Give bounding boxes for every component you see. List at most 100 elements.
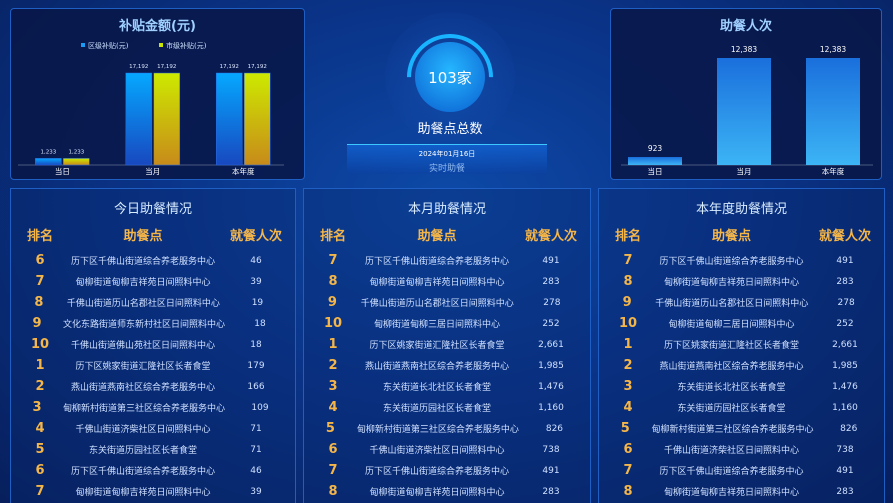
row-count: 283 xyxy=(542,486,560,497)
data-label: 12,383 xyxy=(731,45,757,54)
row-count: 179 xyxy=(247,360,265,371)
row-count: 491 xyxy=(836,465,854,476)
table-row[interactable]: 9 文化东路街道师东新村社区日间照料中心 18 xyxy=(11,313,295,334)
row-count: 39 xyxy=(250,486,262,497)
row-count: 278 xyxy=(543,297,561,308)
bar xyxy=(628,157,682,165)
table-row[interactable]: 7 历下区千佛山街道综合养老服务中心 491 xyxy=(304,460,590,481)
table-row[interactable]: 2 燕山街道燕南社区综合养老服务中心 1,985 xyxy=(304,355,590,376)
row-rank: 10 xyxy=(30,337,50,352)
table-row[interactable]: 5 甸柳新村街道第三社区综合养老服务中心 826 xyxy=(304,418,590,439)
row-site: 历下区姚家街道汇隆社区长者食堂 xyxy=(663,341,799,351)
row-count: 283 xyxy=(542,276,560,287)
bar xyxy=(216,72,243,166)
row-count: 18 xyxy=(250,339,262,350)
row-site: 甸柳街道甸柳吉祥苑日间照料中心 xyxy=(663,278,799,288)
table-row[interactable]: 8 甸柳街道甸柳吉祥苑日间照料中心 283 xyxy=(599,271,884,292)
table-row[interactable]: 4 东关街道历园社区长者食堂 1,160 xyxy=(304,397,590,418)
table-row[interactable]: 6 历下区千佛山街道综合养老服务中心 46 xyxy=(11,250,295,271)
table-row[interactable]: 10 甸柳街道甸柳三居日间照料中心 252 xyxy=(304,313,590,334)
table-row[interactable]: 6 千佛山街道济柴社区日间照料中心 738 xyxy=(599,439,884,460)
row-count: 18 xyxy=(254,318,266,329)
realtime-banner[interactable]: 2024年01月16日 实时助餐 xyxy=(347,144,547,174)
data-label: 12,383 xyxy=(820,45,846,54)
table-row[interactable]: 3 东关街道长北社区长者食堂 1,476 xyxy=(599,376,884,397)
table-row[interactable]: 3 东关街道长北社区长者食堂 1,476 xyxy=(304,376,590,397)
row-rank: 7 xyxy=(35,484,45,499)
row-site: 东关街道历园社区长者食堂 xyxy=(88,446,197,456)
table-row[interactable]: 6 千佛山街道济柴社区日间照料中心 738 xyxy=(304,439,590,460)
row-rank: 3 xyxy=(623,379,633,394)
row-rank: 6 xyxy=(623,442,633,457)
data-label: 1,233 xyxy=(68,149,84,155)
row-rank: 6 xyxy=(328,442,338,457)
table-row[interactable]: 7 历下区千佛山街道综合养老服务中心 491 xyxy=(599,250,884,271)
row-rank: 7 xyxy=(35,274,45,289)
table-row[interactable]: 8 甸柳街道甸柳吉祥苑日间照料中心 283 xyxy=(304,271,590,292)
row-count: 283 xyxy=(836,486,854,497)
legend-swatch xyxy=(159,43,163,47)
table-row[interactable]: 5 东关街道历园社区长者食堂 71 xyxy=(11,439,295,460)
row-count: 46 xyxy=(250,465,262,476)
table-row[interactable]: 8 甸柳街道甸柳吉祥苑日间照料中心 283 xyxy=(304,481,590,502)
row-rank: 8 xyxy=(623,274,633,289)
row-count: 738 xyxy=(542,444,560,455)
header-rank: 排名 xyxy=(614,229,641,244)
category-label: 本年度 xyxy=(822,166,845,176)
table-row[interactable]: 10 甸柳街道甸柳三居日间照料中心 252 xyxy=(599,313,884,334)
row-rank: 5 xyxy=(35,442,45,457)
table-row[interactable]: 1 历下区姚家街道汇隆社区长者食堂 2,661 xyxy=(599,334,884,355)
row-count: 491 xyxy=(542,255,560,266)
table-row[interactable]: 7 甸柳街道甸柳吉祥苑日间照料中心 39 xyxy=(11,481,295,502)
row-count: 491 xyxy=(542,465,560,476)
table-row[interactable]: 9 千佛山街道历山名郡社区日间照料中心 278 xyxy=(304,292,590,313)
table-row[interactable]: 8 甸柳街道甸柳吉祥苑日间照料中心 283 xyxy=(599,481,884,502)
meals-panel: 助餐人次 923 当日 12,383 当月 12,383 本年度 xyxy=(610,8,882,180)
table-row[interactable]: 7 历下区千佛山街道综合养老服务中心 491 xyxy=(304,250,590,271)
table-row[interactable]: 6 历下区千佛山街道综合养老服务中心 46 xyxy=(11,460,295,481)
row-site: 甸柳新村街道第三社区综合养老服务中心 xyxy=(651,425,814,435)
row-count: 166 xyxy=(247,381,265,392)
row-site: 甸柳新村街道第三社区综合养老服务中心 xyxy=(356,425,519,435)
row-count: 283 xyxy=(836,276,854,287)
table-row[interactable]: 2 燕山街道燕南社区综合养老服务中心 1,985 xyxy=(599,355,884,376)
table-row[interactable]: 1 历下区姚家街道汇隆社区长者食堂 2,661 xyxy=(304,334,590,355)
row-rank: 7 xyxy=(328,253,338,268)
table-row[interactable]: 7 历下区千佛山街道综合养老服务中心 491 xyxy=(599,460,884,481)
row-count: 1,476 xyxy=(538,381,564,392)
row-site: 甸柳街道甸柳吉祥苑日间照料中心 xyxy=(369,488,505,498)
table-row[interactable]: 1 历下区姚家街道汇隆社区长者食堂 179 xyxy=(11,355,295,376)
realtime-label: 实时助餐 xyxy=(428,164,465,174)
table-header: 排名 助餐点 就餐人次 xyxy=(11,225,295,244)
table-row[interactable]: 5 甸柳新村街道第三社区综合养老服务中心 826 xyxy=(599,418,884,439)
row-site: 燕山街道燕南社区综合养老服务中心 xyxy=(659,362,804,372)
table-row[interactable]: 9 千佛山街道历山名郡社区日间照料中心 278 xyxy=(599,292,884,313)
table-row[interactable]: 3 甸柳新村街道第三社区综合养老服务中心 109 xyxy=(11,397,295,418)
table-row[interactable]: 8 千佛山街道历山名郡社区日间照料中心 19 xyxy=(11,292,295,313)
row-count: 71 xyxy=(250,423,262,434)
row-rank: 6 xyxy=(35,463,45,478)
row-site: 历下区姚家街道汇隆社区长者食堂 xyxy=(75,362,211,372)
data-label: 923 xyxy=(648,144,663,153)
row-count: 252 xyxy=(836,318,854,329)
table-row[interactable]: 2 燕山街道燕南社区综合养老服务中心 166 xyxy=(11,376,295,397)
ranking-table: 今日助餐情况 排名 助餐点 就餐人次 6 历下区千佛山街道综合养老服务中心 46… xyxy=(10,188,296,503)
header-count: 就餐人次 xyxy=(524,229,577,244)
row-count: 19 xyxy=(251,297,264,308)
table-header: 排名 助餐点 就餐人次 xyxy=(599,225,884,244)
row-rank: 4 xyxy=(35,421,45,436)
table-row[interactable]: 4 东关街道历园社区长者食堂 1,160 xyxy=(599,397,884,418)
gauge: 103家 xyxy=(385,12,515,142)
row-site: 历下区千佛山街道综合养老服务中心 xyxy=(364,467,509,477)
header-site: 助餐点 xyxy=(417,229,457,244)
bar xyxy=(806,58,860,165)
table-row[interactable]: 4 千佛山街道济柴社区日间照料中心 71 xyxy=(11,418,295,439)
row-site: 历下区千佛山街道综合养老服务中心 xyxy=(364,257,509,267)
table-title: 本年度助餐情况 xyxy=(695,202,787,217)
row-count: 738 xyxy=(836,444,854,455)
row-rank: 1 xyxy=(623,337,633,352)
table-row[interactable]: 10 千佛山街道佛山苑社区日间照料中心 18 xyxy=(11,334,295,355)
data-label: 17,192 xyxy=(157,64,176,70)
table-row[interactable]: 7 甸柳街道甸柳吉祥苑日间照料中心 39 xyxy=(11,271,295,292)
category-label: 当月 xyxy=(737,166,752,176)
